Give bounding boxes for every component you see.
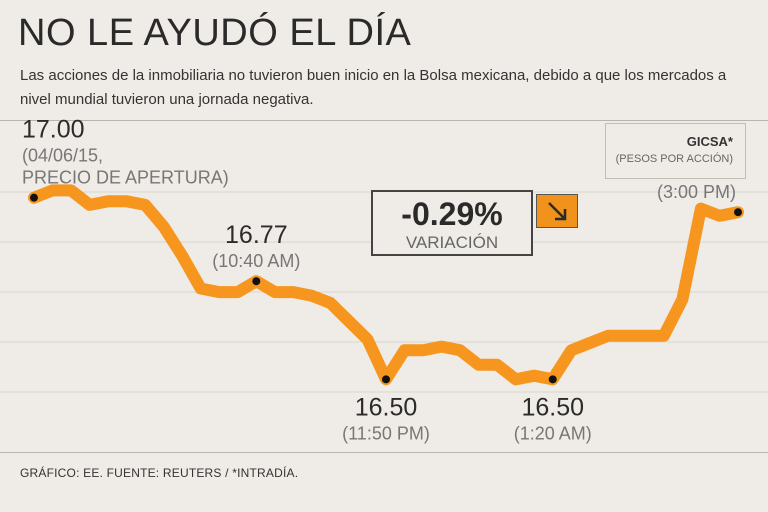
data-point-marker (382, 375, 390, 384)
data-label-time: (3:00 PM) (657, 182, 736, 202)
data-label-time: (1:20 AM) (514, 423, 592, 443)
bottom-divider (0, 452, 768, 453)
arrow-down-right-icon (536, 194, 578, 228)
data-label-value: 17.00 (22, 116, 85, 144)
variation-value: -0.29% (401, 196, 503, 232)
data-label-time: (10:40 AM) (212, 251, 300, 271)
data-label-time: (11:50 PM) (342, 423, 430, 443)
source-footer: GRÁFICO: EE. FUENTE: REUTERS / *INTRADÍA… (20, 466, 299, 480)
data-label-value: 16.50 (355, 393, 418, 421)
top-divider (0, 120, 768, 121)
chart-subtitle: Las acciones de la inmobiliaria no tuvie… (20, 67, 727, 108)
variation-label: VARIACIÓN (405, 233, 499, 252)
data-point-marker (548, 375, 557, 384)
gridlines (0, 191, 768, 393)
data-label-time: PRECIO DE APERTURA) (22, 168, 229, 188)
data-label-value: 16.50 (521, 393, 584, 421)
chart-title: NO LE AYUDÓ EL DÍA (18, 12, 412, 54)
legend-box: GICSA* (PESOS POR ACCIÓN) (605, 123, 746, 179)
legend-unit: (PESOS POR ACCIÓN) (615, 153, 733, 165)
annotation-labels: 17.00(04/06/15,PRECIO DE APERTURA)16.77(… (22, 116, 736, 444)
data-label-value: 16.77 (225, 221, 288, 249)
data-point-marker (30, 193, 38, 202)
variation-box: -0.29% VARIACIÓN (371, 190, 533, 256)
legend-series-name: GICSA* (686, 134, 733, 149)
data-point-marker (252, 277, 261, 286)
annotation-markers (30, 193, 742, 384)
data-point-marker (734, 208, 742, 217)
data-label-time: (04/06/15, (22, 146, 103, 166)
